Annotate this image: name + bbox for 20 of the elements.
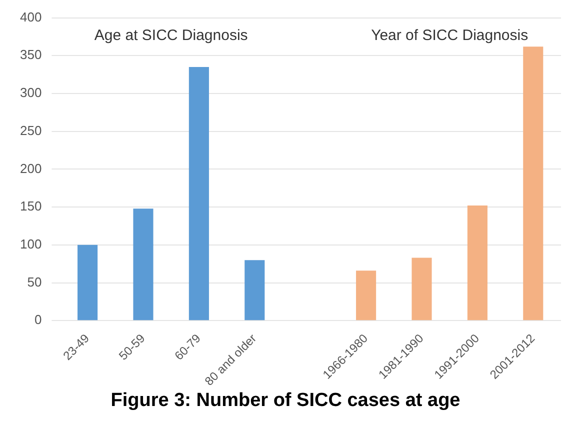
y-tick-label: 300 [20, 85, 42, 100]
bar [188, 67, 209, 320]
y-tick-label: 200 [20, 160, 42, 176]
bar [78, 244, 98, 320]
bar [244, 260, 265, 320]
y-tick-label: 250 [20, 122, 42, 138]
bar [133, 208, 154, 320]
y-tick-label: 100 [20, 236, 42, 252]
bar [467, 206, 488, 320]
annotation: Year of SICC Diagnosis [371, 26, 528, 44]
bar [523, 46, 544, 320]
y-tick-label: 50 [27, 274, 42, 290]
annotation: Age at SICC Diagnosis [94, 26, 248, 44]
y-tick-label: 350 [20, 47, 42, 62]
bar [412, 258, 432, 320]
y-tick-label: 400 [20, 9, 42, 24]
bar [356, 270, 376, 320]
caption: Figure 3: Number of SICC cases at age [110, 390, 462, 412]
y-tick-label: 0 [34, 312, 42, 328]
y-tick-label: 150 [20, 198, 42, 214]
